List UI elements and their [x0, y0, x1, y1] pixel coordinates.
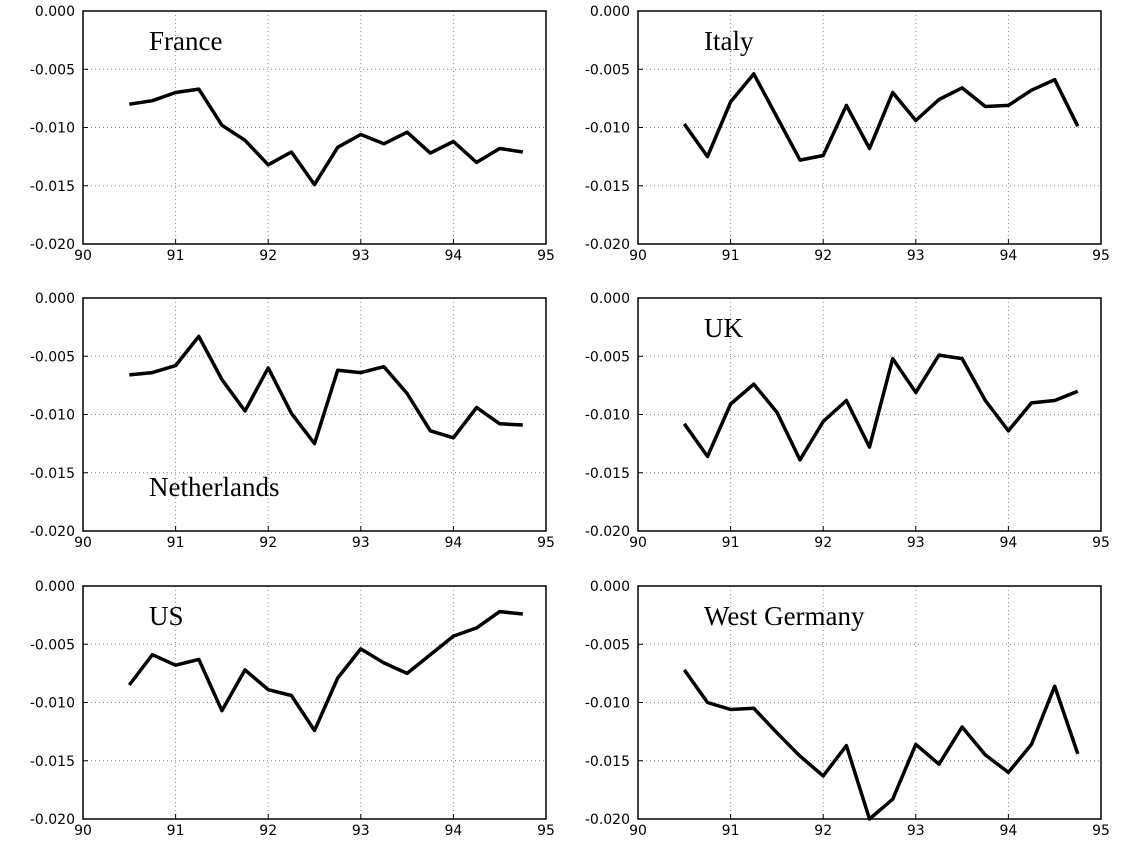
x-tick-label: 95 — [1092, 823, 1110, 839]
x-tick-label: 92 — [814, 248, 832, 264]
x-tick-label: 95 — [537, 823, 555, 839]
series-line — [127, 609, 523, 733]
series-line — [682, 353, 1079, 462]
x-tick-label: 95 — [537, 535, 555, 551]
y-tick-label: -0.015 — [585, 754, 630, 770]
plot-frame — [82, 585, 547, 820]
y-tick-label: 0.000 — [35, 291, 75, 307]
y-tick-label: -0.020 — [30, 237, 75, 253]
panel-label: US — [149, 601, 184, 631]
y-tick-label: -0.010 — [585, 121, 630, 137]
x-tick-label: 90 — [74, 248, 92, 264]
x-tick-label: 93 — [907, 535, 925, 551]
x-tick-label: 91 — [167, 823, 185, 839]
x-tick-label: 94 — [444, 535, 462, 551]
x-tick-label: 94 — [444, 823, 462, 839]
x-tick-label: 95 — [1092, 248, 1110, 264]
x-tick-label: 91 — [722, 248, 740, 264]
x-tick-label: 94 — [444, 248, 462, 264]
x-tick-label: 90 — [629, 823, 647, 839]
panel-label: West Germany — [704, 601, 865, 631]
x-tick-label: 92 — [814, 823, 832, 839]
y-tick-label: -0.020 — [585, 812, 630, 828]
series-line — [682, 668, 1080, 821]
x-tick-label: 92 — [259, 823, 277, 839]
panel-label: Italy — [704, 26, 754, 56]
y-tick-label: -0.005 — [30, 637, 75, 653]
x-tick-label: 94 — [999, 823, 1017, 839]
x-tick-label: 91 — [167, 248, 185, 264]
y-tick-label: -0.015 — [30, 179, 75, 195]
x-tick-label: 93 — [907, 823, 925, 839]
x-tick-label: 95 — [537, 248, 555, 264]
panel-label: France — [149, 26, 222, 56]
y-tick-label: -0.020 — [30, 524, 75, 540]
x-tick-label: 93 — [907, 248, 925, 264]
y-tick-label: -0.015 — [30, 466, 75, 482]
y-tick-label: -0.010 — [585, 408, 630, 424]
x-tick-label: 95 — [1092, 535, 1110, 551]
x-tick-label: 90 — [74, 535, 92, 551]
x-tick-label: 93 — [352, 535, 370, 551]
y-tick-label: -0.005 — [30, 62, 75, 78]
x-tick-label: 91 — [722, 823, 740, 839]
y-tick-label: -0.010 — [30, 696, 75, 712]
plot-frame — [637, 10, 1102, 245]
y-tick-label: -0.005 — [585, 62, 630, 78]
x-tick-label: 92 — [259, 248, 277, 264]
y-tick-label: 0.000 — [35, 579, 75, 595]
x-tick-label: 93 — [352, 248, 370, 264]
plot-frame — [82, 297, 547, 532]
plot-frame — [82, 10, 547, 245]
panel-label: Netherlands — [149, 472, 279, 502]
y-tick-label: -0.005 — [30, 349, 75, 365]
series-line — [129, 334, 523, 446]
y-tick-label: -0.015 — [585, 179, 630, 195]
y-tick-label: 0.000 — [590, 579, 630, 595]
y-tick-label: 0.000 — [590, 4, 630, 20]
y-tick-label: -0.020 — [585, 524, 630, 540]
x-tick-label: 90 — [629, 535, 647, 551]
y-tick-label: -0.020 — [30, 812, 75, 828]
x-tick-label: 93 — [352, 823, 370, 839]
x-tick-label: 91 — [722, 535, 740, 551]
y-tick-label: -0.020 — [585, 237, 630, 253]
x-tick-label: 94 — [999, 535, 1017, 551]
y-tick-label: -0.015 — [585, 466, 630, 482]
x-tick-label: 91 — [167, 535, 185, 551]
y-tick-label: -0.005 — [585, 349, 630, 365]
series-line — [129, 87, 524, 187]
y-tick-label: 0.000 — [590, 291, 630, 307]
x-tick-label: 90 — [74, 823, 92, 839]
y-tick-label: -0.005 — [585, 637, 630, 653]
y-tick-label: -0.010 — [30, 121, 75, 137]
x-tick-label: 92 — [814, 535, 832, 551]
x-tick-label: 90 — [629, 248, 647, 264]
series-line — [682, 72, 1080, 162]
panel-label: UK — [704, 313, 743, 343]
y-tick-label: 0.000 — [35, 4, 75, 20]
y-tick-label: -0.015 — [30, 754, 75, 770]
plot-frame — [637, 297, 1102, 532]
y-tick-label: -0.010 — [30, 408, 75, 424]
y-tick-label: -0.010 — [585, 696, 630, 712]
x-tick-label: 92 — [259, 535, 277, 551]
x-tick-label: 94 — [999, 248, 1017, 264]
